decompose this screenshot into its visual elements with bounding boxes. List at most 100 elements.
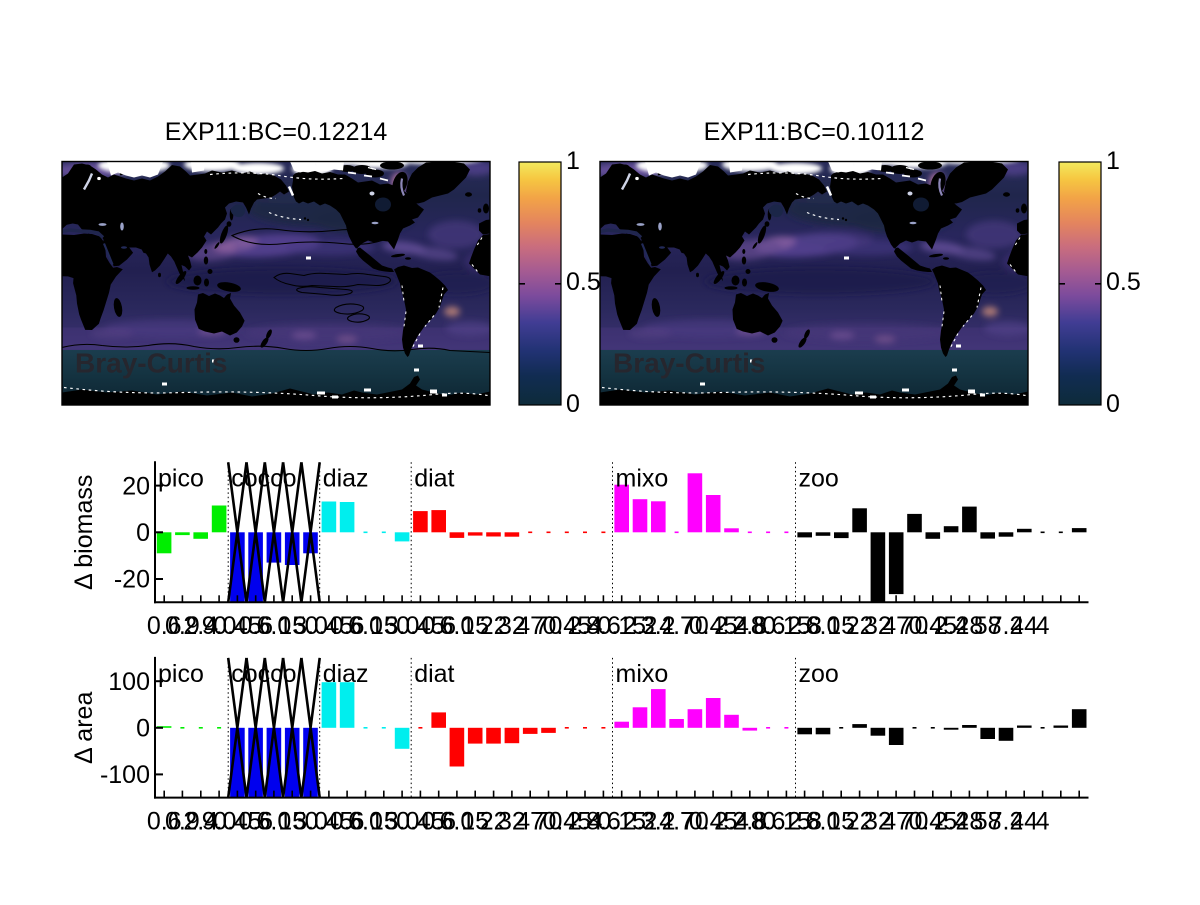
svg-text:3.0: 3.0 [385, 808, 420, 836]
svg-text:0.45: 0.45 [305, 612, 354, 640]
svg-text:0.45: 0.45 [213, 612, 262, 640]
svg-text:0.45: 0.45 [908, 612, 957, 640]
svg-text:3.2: 3.2 [641, 808, 676, 836]
svg-text:8.6: 8.6 [586, 612, 621, 640]
svg-text:7.2: 7.2 [989, 612, 1024, 640]
svg-text:0.5: 0.5 [1106, 268, 1141, 296]
svg-text:diat: diat [414, 660, 454, 688]
svg-text:0.9: 0.9 [165, 808, 200, 836]
svg-text:0.45: 0.45 [908, 808, 957, 836]
svg-text:2.8: 2.8 [787, 808, 822, 836]
svg-text:2.4: 2.4 [714, 808, 749, 836]
svg-text:1: 1 [566, 147, 580, 175]
svg-text:6.0: 6.0 [806, 612, 841, 640]
svg-text:0.45: 0.45 [396, 808, 445, 836]
svg-text:2.4: 2.4 [183, 612, 218, 640]
svg-text:0: 0 [136, 519, 150, 547]
svg-text:15: 15 [827, 612, 855, 640]
svg-text:diat: diat [414, 464, 454, 492]
svg-text:28: 28 [955, 808, 983, 836]
svg-text:pico: pico [158, 464, 204, 492]
svg-text:47: 47 [882, 612, 910, 640]
svg-text:2.4: 2.4 [183, 808, 218, 836]
svg-text:Bray-Curtis: Bray-Curtis [75, 348, 227, 379]
svg-text:47: 47 [516, 808, 544, 836]
svg-text:4.7: 4.7 [659, 612, 694, 640]
svg-text:6.0: 6.0 [440, 808, 475, 836]
svg-text:0.6: 0.6 [238, 612, 273, 640]
svg-text:0.15: 0.15 [762, 808, 811, 836]
svg-text:6.0: 6.0 [348, 808, 383, 836]
svg-text:32: 32 [498, 612, 526, 640]
svg-text:0: 0 [1106, 390, 1120, 418]
svg-text:15: 15 [278, 808, 306, 836]
svg-text:22: 22 [846, 612, 874, 640]
svg-text:2.4: 2.4 [934, 808, 969, 836]
svg-text:0.45: 0.45 [542, 808, 591, 836]
svg-text:22: 22 [480, 612, 508, 640]
svg-text:20: 20 [122, 472, 150, 500]
svg-text:-100: -100 [100, 761, 150, 789]
svg-text:32: 32 [864, 612, 892, 640]
svg-text:0.5: 0.5 [566, 268, 601, 296]
svg-text:Δ area: Δ area [70, 692, 98, 764]
svg-text:70: 70 [901, 808, 929, 836]
svg-text:2.4: 2.4 [568, 808, 603, 836]
svg-text:Δ biomass: Δ biomass [70, 475, 98, 590]
svg-text:2.8: 2.8 [732, 612, 767, 640]
svg-text:mixo: mixo [616, 464, 669, 492]
svg-text:pico: pico [158, 660, 204, 688]
svg-text:6.0: 6.0 [257, 612, 292, 640]
svg-text:15: 15 [461, 612, 489, 640]
svg-text:6.0: 6.0 [257, 808, 292, 836]
svg-text:cocco: cocco [231, 464, 296, 492]
svg-text:4.7: 4.7 [659, 808, 694, 836]
svg-text:0.6: 0.6 [330, 612, 365, 640]
svg-text:0.45: 0.45 [689, 808, 738, 836]
svg-text:1: 1 [1106, 147, 1120, 175]
svg-text:2.4: 2.4 [568, 612, 603, 640]
svg-text:0.6: 0.6 [147, 808, 182, 836]
svg-text:70: 70 [535, 612, 563, 640]
svg-text:32: 32 [864, 808, 892, 836]
svg-text:2.2: 2.2 [623, 612, 658, 640]
svg-text:4: 4 [1036, 808, 1050, 836]
svg-text:cocco: cocco [231, 660, 296, 688]
svg-text:-20: -20 [114, 566, 150, 594]
svg-text:0.6: 0.6 [330, 808, 365, 836]
svg-text:8.6: 8.6 [751, 612, 786, 640]
svg-text:9.0: 9.0 [202, 612, 237, 640]
svg-text:2.2: 2.2 [623, 808, 658, 836]
svg-text:diaz: diaz [323, 464, 369, 492]
svg-text:2.4: 2.4 [714, 612, 749, 640]
svg-text:0.9: 0.9 [165, 612, 200, 640]
svg-text:2.8: 2.8 [732, 808, 767, 836]
svg-text:0.15: 0.15 [597, 808, 646, 836]
svg-text:0.6: 0.6 [421, 808, 456, 836]
svg-text:22: 22 [846, 808, 874, 836]
svg-text:0.15: 0.15 [597, 612, 646, 640]
svg-text:58: 58 [974, 808, 1002, 836]
svg-text:15: 15 [827, 808, 855, 836]
svg-text:15: 15 [370, 808, 398, 836]
svg-text:3.0: 3.0 [293, 808, 328, 836]
svg-text:0.6: 0.6 [238, 808, 273, 836]
svg-text:8.6: 8.6 [751, 808, 786, 836]
svg-text:3.0: 3.0 [385, 612, 420, 640]
svg-text:15: 15 [461, 808, 489, 836]
svg-text:47: 47 [516, 612, 544, 640]
svg-text:70: 70 [535, 808, 563, 836]
svg-text:32: 32 [498, 808, 526, 836]
svg-text:0.15: 0.15 [762, 612, 811, 640]
svg-text:6.0: 6.0 [440, 612, 475, 640]
svg-text:9.0: 9.0 [202, 808, 237, 836]
svg-text:3.0: 3.0 [293, 612, 328, 640]
svg-text:mixo: mixo [616, 660, 669, 688]
svg-text:6.0: 6.0 [806, 808, 841, 836]
svg-text:zoo: zoo [799, 660, 839, 688]
svg-text:0.45: 0.45 [213, 808, 262, 836]
svg-text:58: 58 [974, 612, 1002, 640]
svg-text:6.0: 6.0 [348, 612, 383, 640]
svg-text:0.45: 0.45 [689, 612, 738, 640]
svg-text:15: 15 [278, 612, 306, 640]
